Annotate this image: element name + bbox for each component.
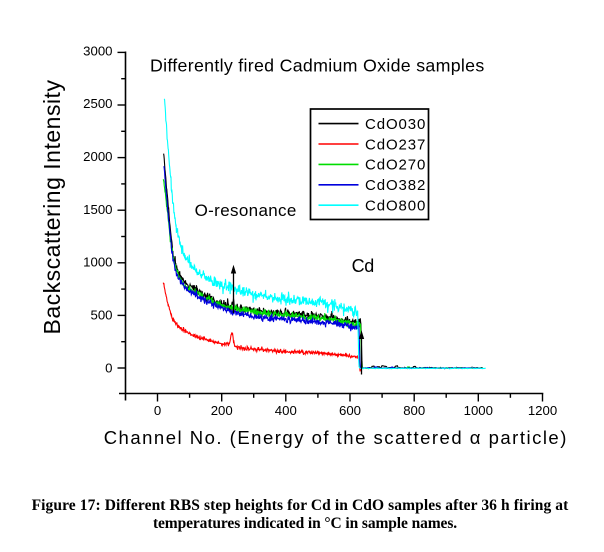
svg-text:1000: 1000 — [464, 403, 493, 418]
svg-text:CdO382: CdO382 — [365, 177, 426, 194]
svg-text:CdO030: CdO030 — [365, 116, 426, 133]
svg-text:1500: 1500 — [83, 202, 112, 217]
svg-text:0: 0 — [105, 360, 112, 375]
svg-text:Channel No. (Energy of the sca: Channel No. (Energy of the scattered α p… — [104, 427, 568, 448]
svg-text:Cd: Cd — [352, 256, 374, 276]
svg-text:800: 800 — [403, 403, 425, 418]
svg-text:600: 600 — [339, 403, 361, 418]
svg-text:200: 200 — [211, 403, 233, 418]
svg-text:CdO237: CdO237 — [365, 136, 426, 153]
svg-text:0: 0 — [154, 403, 161, 418]
svg-text:CdO270: CdO270 — [365, 157, 426, 174]
svg-text:2000: 2000 — [83, 149, 112, 164]
svg-text:1200: 1200 — [528, 403, 557, 418]
svg-text:Backscattering Intensity: Backscattering Intensity — [39, 80, 65, 335]
svg-text:400: 400 — [275, 403, 297, 418]
svg-text:3000: 3000 — [83, 43, 112, 58]
svg-text:Differently fired Cadmium Oxid: Differently fired Cadmium Oxide samples — [150, 56, 485, 76]
svg-text:1000: 1000 — [83, 255, 112, 270]
svg-text:500: 500 — [90, 308, 112, 323]
svg-text:2500: 2500 — [83, 96, 112, 111]
svg-text:CdO800: CdO800 — [365, 198, 426, 215]
svg-text:O-resonance: O-resonance — [195, 201, 297, 220]
svg-text:temperatures indicated in °C i: temperatures indicated in °C in sample n… — [153, 515, 457, 532]
svg-text:Figure 17: Different RBS step: Figure 17: Different RBS step heights fo… — [32, 497, 570, 514]
